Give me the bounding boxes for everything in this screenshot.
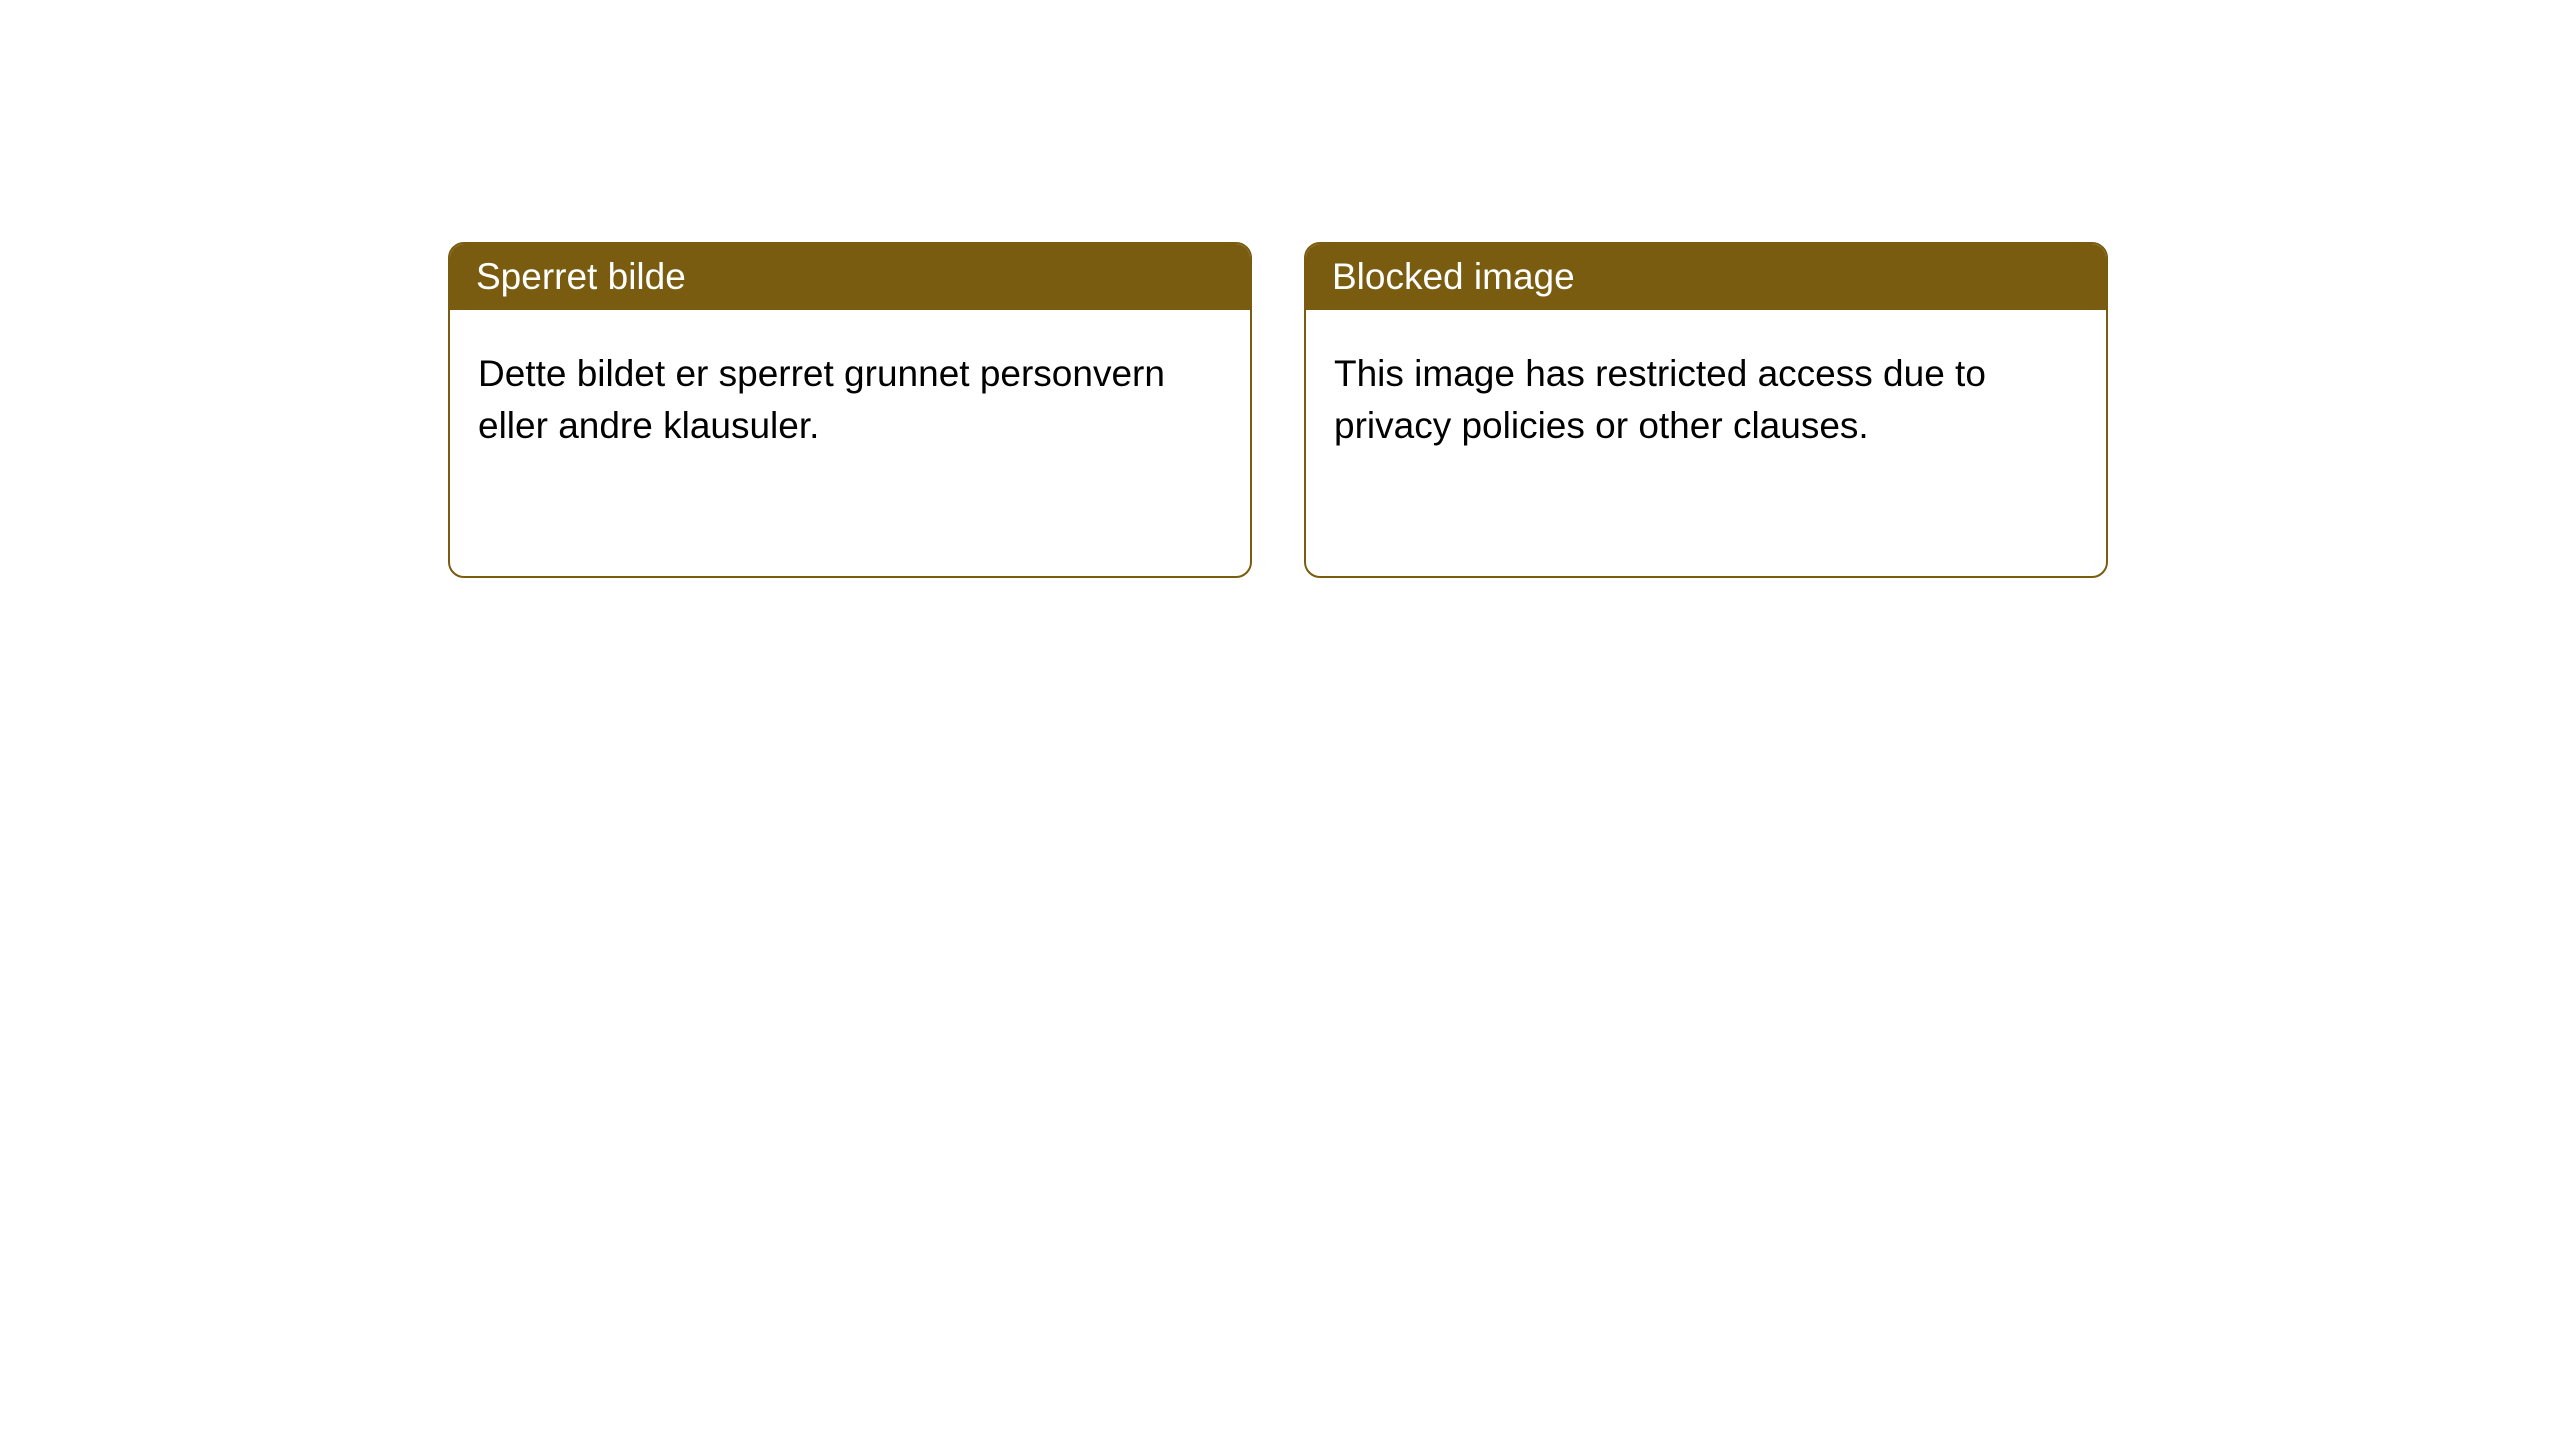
card-body: This image has restricted access due to …	[1306, 310, 2106, 490]
blocked-image-card-en: Blocked image This image has restricted …	[1304, 242, 2108, 578]
card-header: Blocked image	[1306, 244, 2106, 310]
card-header: Sperret bilde	[450, 244, 1250, 310]
blocked-image-card-no: Sperret bilde Dette bildet er sperret gr…	[448, 242, 1252, 578]
notice-cards-container: Sperret bilde Dette bildet er sperret gr…	[448, 242, 2108, 578]
card-body: Dette bildet er sperret grunnet personve…	[450, 310, 1250, 490]
